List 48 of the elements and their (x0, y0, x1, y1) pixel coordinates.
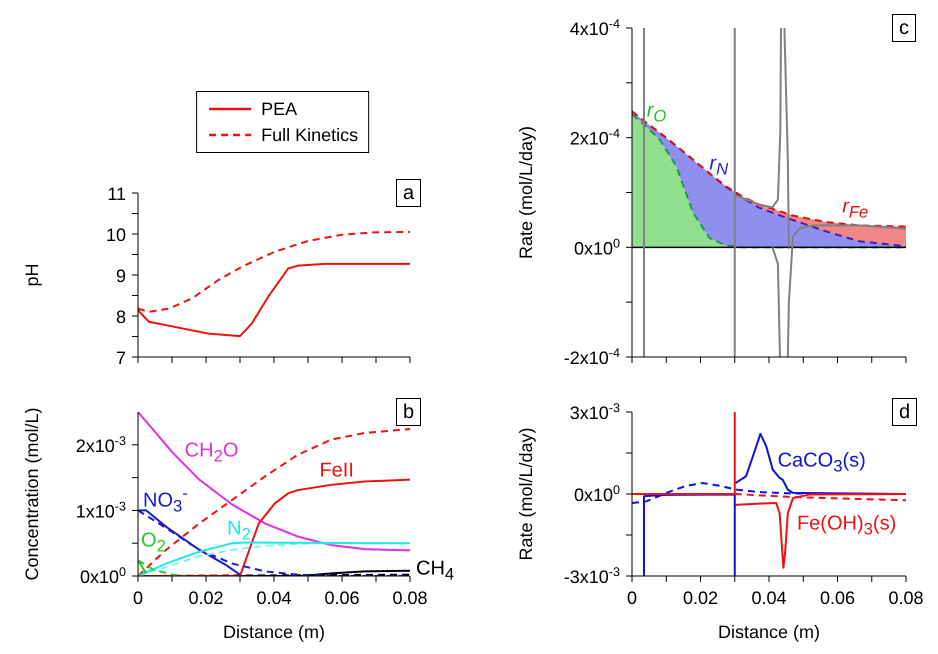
x-tick-label: 0.04 (751, 588, 787, 608)
y-tick-label: 1x10$^{-3}$ (76, 499, 126, 522)
x-axis-title: Distance (m) (222, 622, 326, 642)
x-tick-label: 0.06 (324, 588, 360, 608)
annotation: c (892, 14, 916, 42)
y-tick-label: -2x10$^{-4}$ (564, 346, 620, 368)
y-tick-label: 9 (116, 266, 126, 286)
y-tick-label: -3x10$^{-3}$ (564, 565, 620, 587)
series-label: FeII (319, 459, 354, 482)
y-axis-title: Concentration (mol/L) (22, 407, 42, 581)
series-label: CH$_{2}$O (184, 439, 238, 466)
y-tick-label: 4x10$^{-4}$ (570, 17, 620, 39)
y-tick-label: 3x10$^{-3}$ (570, 401, 620, 423)
x-tick-label: 0.02 (188, 588, 224, 608)
line-series (734, 493, 906, 569)
x-tick-label: 0.08 (888, 588, 924, 608)
annotation: d (892, 398, 918, 426)
legend-label: PEA (261, 98, 298, 120)
y-tick-label: 0x10$^{0}$ (574, 483, 620, 505)
y-tick-label: 7 (116, 348, 126, 368)
annotation: b (396, 398, 422, 426)
series-label: CaCO$_{3}$(s) (778, 449, 866, 476)
x-tick-label: 0 (132, 588, 144, 608)
x-tick-label: 0.08 (392, 588, 428, 608)
x-tick-label: 0 (626, 588, 638, 608)
y-axis-title: Rate (mol/L/day) (516, 126, 536, 260)
series-label: O$_{2}$ (141, 530, 166, 557)
x-tick-label: 0.06 (820, 588, 856, 608)
x-tick-label: 0.04 (256, 588, 292, 608)
annotation: a (396, 179, 422, 207)
x-tick-label: 0.02 (682, 588, 718, 608)
y-tick-label: 0x10$^{0}$ (80, 565, 126, 587)
y-tick-label: 11 (107, 184, 126, 204)
series-label: Fe(OH)$_{3}$(s) (796, 512, 896, 540)
x-axis-title: Distance (m) (718, 622, 820, 642)
y-tick-label: 2x10$^{-3}$ (76, 434, 126, 456)
y-tick-label: 10 (106, 225, 126, 245)
y-axis-title: pH (22, 263, 42, 287)
legend-label: Full Kinetics (261, 124, 358, 146)
y-axis-title: Rate (mol/L/day) (516, 427, 536, 561)
y-tick-label: 8 (116, 307, 126, 327)
series-label: r$_{N}$ (709, 152, 728, 180)
series-label: N$_{2}$ (227, 518, 251, 545)
y-tick-label: 2x10$^{-4}$ (570, 126, 620, 149)
series-label: r$_{O}$ (646, 100, 666, 127)
y-tick-label: 0x10$^{0}$ (574, 236, 620, 258)
series-label: r$_{Fe}$ (842, 196, 868, 223)
series-label: CH$_{4}$ (416, 557, 454, 584)
